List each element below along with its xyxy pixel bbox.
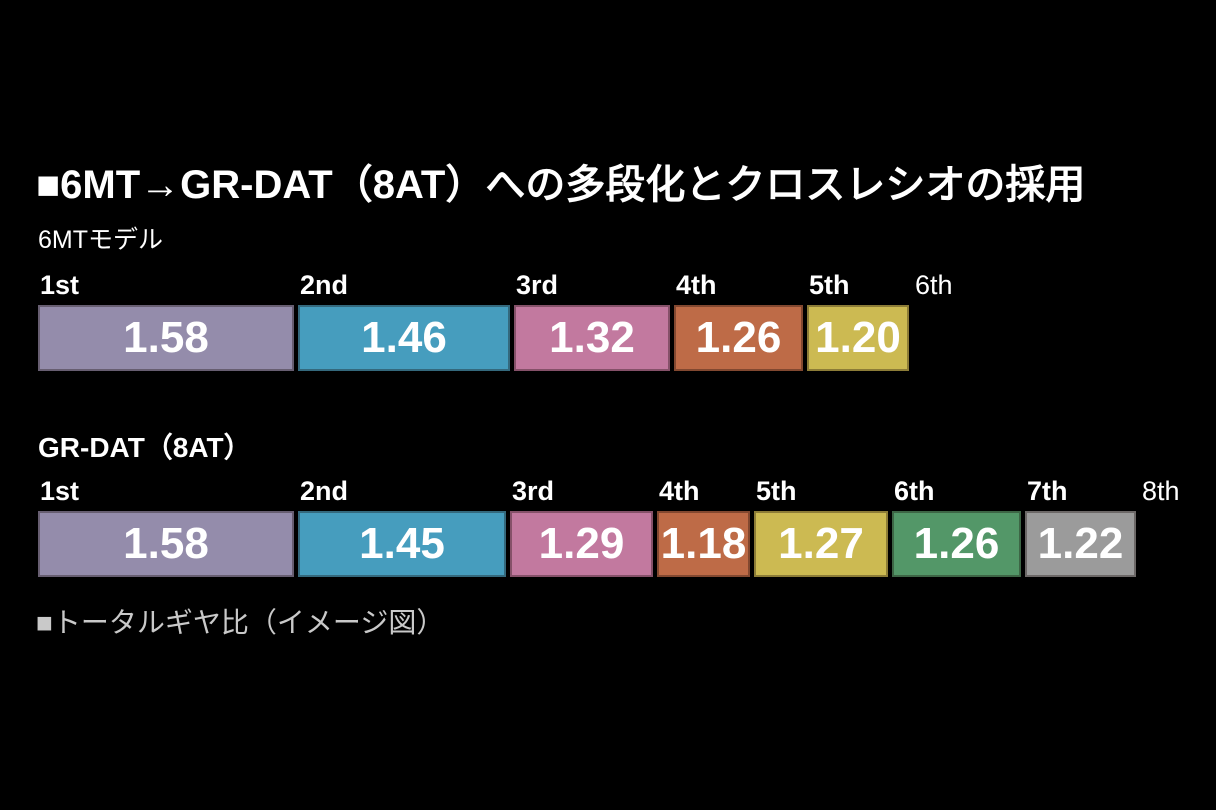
gear-label: 3rd	[512, 476, 555, 506]
gear-bar-3rd: 1.29	[510, 511, 653, 577]
gear-ratio-value: 1.27	[778, 519, 864, 568]
gear-label: 6th	[894, 476, 935, 506]
section-label-6mt: 6MTモデル	[38, 226, 164, 254]
gear-ratio-value: 1.22	[1037, 519, 1124, 568]
gear-column-5th: 5th 1.20	[807, 268, 909, 371]
gear-bar-5th: 1.27	[754, 511, 888, 577]
gear-bar-1st: 1.58	[38, 511, 294, 577]
gear-row: 1st 1.58 2nd 1.46 3rd 1.32 4th 1.26 5th 1.20 6th	[38, 268, 953, 371]
gear-bar-4th: 1.18	[657, 511, 750, 577]
gear-column-2nd: 2nd 1.45	[298, 474, 506, 577]
gear-bar-2nd: 1.46	[298, 305, 510, 371]
gear-label: 4th	[659, 476, 700, 506]
page-title: ■6MT→GR-DAT（8AT）への多段化とクロスレシオの採用	[36, 163, 1086, 207]
gear-label: 5th	[809, 270, 850, 300]
gear-bar-7th: 1.22	[1025, 511, 1136, 577]
gear-ratio-value: 1.26	[695, 313, 782, 362]
gear-column-7th: 7th 1.22	[1025, 474, 1136, 577]
gear-column-3rd: 3rd 1.29	[510, 474, 653, 577]
gear-bar-2nd: 1.45	[298, 511, 506, 577]
bars-group: 1st 1.58 2nd 1.46 3rd 1.32 4th 1.26 5th 1.20	[38, 268, 909, 371]
gear-label: 4th	[676, 270, 717, 300]
gear-ratio-value: 1.20	[815, 313, 901, 362]
gear-bar-1st: 1.58	[38, 305, 294, 371]
gear-label: 1st	[40, 476, 80, 506]
gear-label: 5th	[756, 476, 797, 506]
gear-column-1st: 1st 1.58	[38, 268, 294, 371]
gear-bar-6th: 1.26	[892, 511, 1021, 577]
gear-bar-5th: 1.20	[807, 305, 909, 371]
gear-label: 1st	[40, 270, 80, 300]
gear-column-6th: 6th 1.26	[892, 474, 1021, 577]
gear-column-5th: 5th 1.27	[754, 474, 888, 577]
gear-column-4th: 4th 1.18	[657, 474, 750, 577]
gear-ratio-value: 1.26	[913, 519, 1000, 568]
gear-column-4th: 4th 1.26	[674, 268, 803, 371]
gear-ratio-value: 1.58	[123, 519, 209, 568]
section-label-gr-dat: GR-DAT（8AT）	[38, 432, 252, 463]
gear-ratio-value: 1.18	[660, 519, 747, 568]
gear-row: 1st 1.58 2nd 1.45 3rd 1.29 4th 1.18 5th 1.27 6th 1.…	[38, 474, 1180, 577]
gear-label: 2nd	[300, 476, 349, 506]
gear-ratio-value: 1.58	[123, 313, 209, 362]
gear-bar-3rd: 1.32	[514, 305, 670, 371]
gear-bar-4th: 1.26	[674, 305, 803, 371]
bars-group: 1st 1.58 2nd 1.45 3rd 1.29 4th 1.18 5th 1.27 6th 1.…	[38, 474, 1136, 577]
caption: ■トータルギヤ比（イメージ図）	[36, 607, 445, 638]
gear-column-3rd: 3rd 1.32	[514, 268, 670, 371]
gear-column-1st: 1st 1.58	[38, 474, 294, 577]
gear-column-2nd: 2nd 1.46	[298, 268, 510, 371]
gear-label: 7th	[1027, 476, 1068, 506]
gear-ratio-value: 1.46	[361, 313, 447, 362]
gear-ratio-value: 1.29	[538, 519, 625, 568]
end-gear-label: 8th	[1142, 476, 1180, 506]
gear-ratio-value: 1.32	[549, 313, 635, 362]
gear-label: 2nd	[300, 270, 349, 300]
end-gear-label: 6th	[915, 270, 953, 300]
gear-label: 3rd	[516, 270, 559, 300]
gear-ratio-value: 1.45	[359, 519, 445, 568]
